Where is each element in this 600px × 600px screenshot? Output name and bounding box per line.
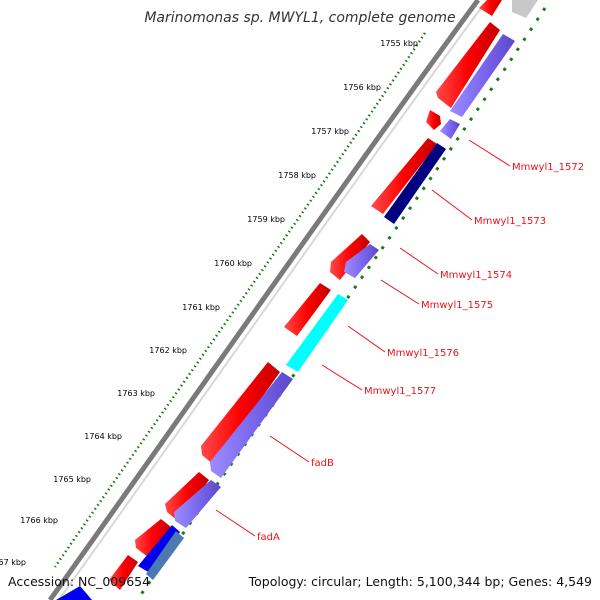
cds-reverse[interactable]: [174, 480, 221, 528]
gene-callout-line: [380, 279, 420, 305]
cds-reverse-dark[interactable]: [384, 143, 446, 224]
cds-forward[interactable]: [426, 110, 441, 130]
inner-tick-ring: [53, 32, 427, 568]
tick-label: 1755 kbp: [380, 39, 418, 48]
gene-callout-line: [399, 247, 439, 275]
cds-reverse[interactable]: [450, 34, 515, 117]
tick-labels: 1755 kbp 1756 kbp 1757 kbp 1758 kbp 1759 kbp…: [0, 39, 418, 567]
gene-label[interactable]: fadB: [311, 458, 334, 469]
tick-label: 1762 kbp: [149, 346, 187, 355]
cds-teal[interactable]: [146, 531, 184, 580]
cds-forward[interactable]: [436, 22, 500, 108]
tick-label: 1763 kbp: [117, 389, 155, 398]
map-title: Marinomonas sp. MWYL1, complete genome: [144, 10, 455, 26]
cds-reverse[interactable]: [512, 0, 538, 18]
cds-blue[interactable]: [138, 525, 180, 573]
reverse-strand-features: [56, 0, 538, 600]
gene-label[interactable]: Mmwyl1_1572: [512, 162, 584, 173]
tick-label: 1766 kbp: [20, 516, 58, 525]
genome-backbone: [47, 0, 481, 600]
gene-callout-line: [468, 139, 511, 167]
tick-label: 1758 kbp: [278, 171, 316, 180]
gene-labels: Mmwyl1_1572 Mmwyl1_1573 Mmwyl1_1574 Mmwyl1_…: [215, 139, 584, 543]
gene-callout-line: [269, 435, 310, 463]
genome-summary-text: Topology: circular; Length: 5,100,344 bp…: [248, 574, 592, 589]
gene-label[interactable]: Mmwyl1_1577: [364, 386, 436, 397]
gene-callout-line: [347, 325, 386, 353]
accession-text: Accession: NC_009654: [8, 574, 150, 589]
tick-label: 1759 kbp: [247, 215, 285, 224]
tick-label: 1765 kbp: [53, 475, 91, 484]
cds-forward[interactable]: [371, 138, 437, 214]
forward-strand-features: [109, 0, 502, 590]
gene-label[interactable]: fadA: [257, 532, 280, 543]
gene-callout-line: [431, 189, 473, 221]
cds-reverse[interactable]: [344, 244, 379, 278]
gene-label[interactable]: Mmwyl1_1576: [387, 348, 459, 359]
tick-label: 1764 kbp: [84, 432, 122, 441]
cds-blue[interactable]: [56, 586, 92, 600]
tick-label: 1756 kbp: [343, 83, 381, 92]
gene-label[interactable]: Mmwyl1_1574: [440, 270, 512, 281]
cds-reverse[interactable]: [210, 372, 293, 478]
cds-forward[interactable]: [201, 362, 280, 465]
cds-reverse[interactable]: [440, 119, 460, 139]
tick-label: 1761 kbp: [182, 303, 220, 312]
tick-label: 1767 kbp: [0, 558, 26, 567]
cds-forward[interactable]: [109, 555, 138, 590]
gene-callout-line: [321, 364, 363, 391]
cds-forward[interactable]: [284, 283, 331, 336]
cds-forward[interactable]: [330, 234, 370, 280]
gene-label[interactable]: Mmwyl1_1573: [474, 216, 546, 227]
genome-backbone-light: [57, 3, 485, 600]
tick-label: 1760 kbp: [214, 259, 252, 268]
cds-highlight[interactable]: [286, 294, 348, 372]
tick-label: 1757 kbp: [311, 127, 349, 136]
cds-forward[interactable]: [135, 519, 171, 557]
gene-callout-line: [215, 509, 256, 537]
cds-forward[interactable]: [165, 472, 209, 522]
gene-label[interactable]: Mmwyl1_1575: [421, 300, 493, 311]
cds-forward[interactable]: [479, 0, 502, 16]
